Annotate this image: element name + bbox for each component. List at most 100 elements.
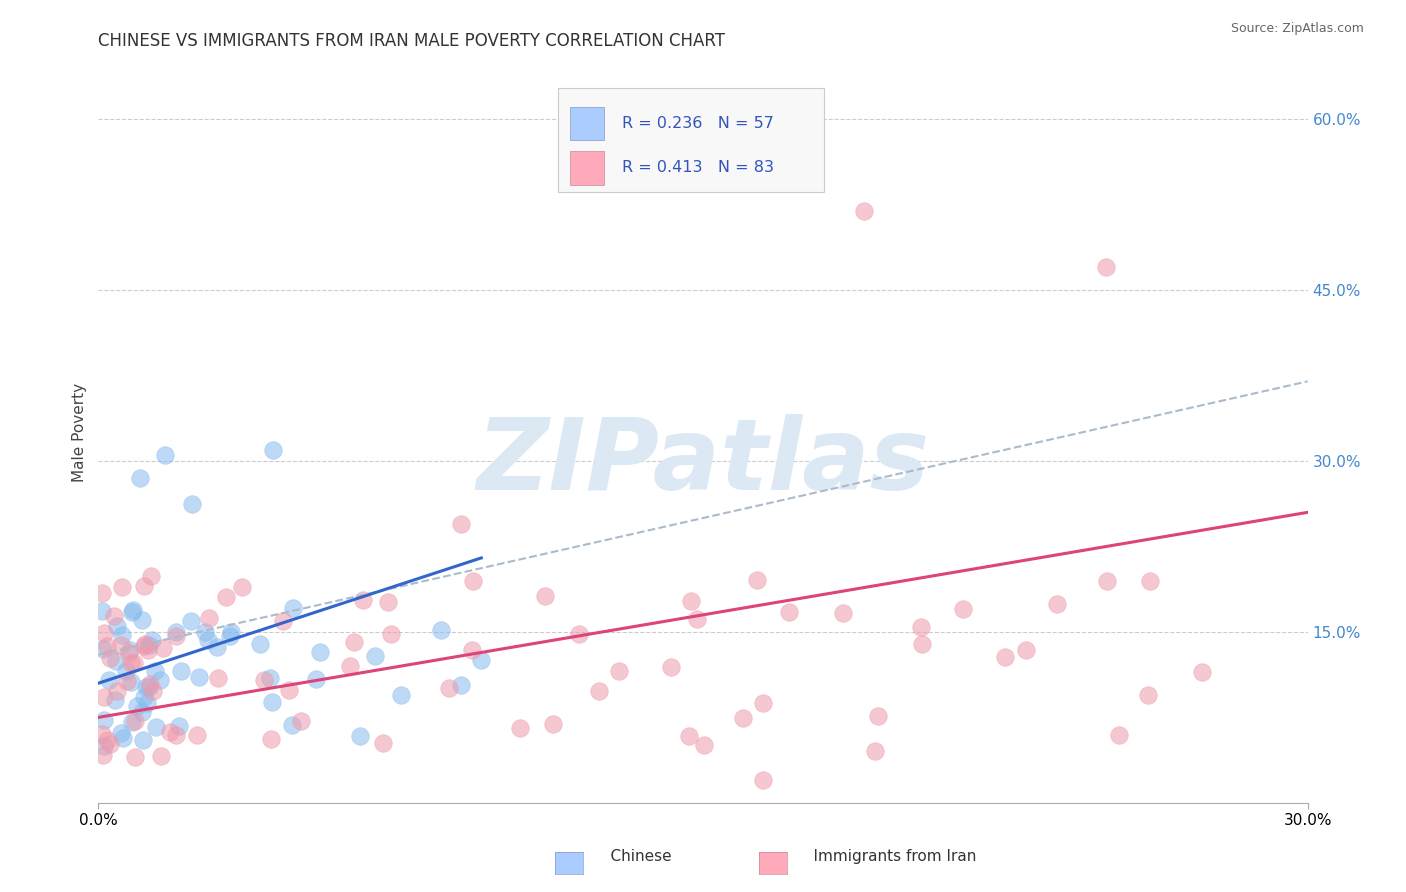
Point [91,747,114,762]
Point [96,639,118,653]
Point [731,711,754,725]
Point [659,660,682,674]
Point [290,714,312,728]
Point [543,716,565,731]
Point [93,690,115,704]
Point [93,625,115,640]
Point [215,590,238,604]
Point [461,643,484,657]
Point [868,708,890,723]
Point [120,657,142,671]
Point [139,569,162,583]
Point [97,673,120,687]
Point [103,609,125,624]
Point [136,696,159,710]
Point [534,589,557,603]
Point [437,681,460,696]
Point [105,684,128,698]
Point [111,628,134,642]
Point [686,611,709,625]
Point [104,692,127,706]
Point [141,633,163,648]
Point [607,664,630,678]
Point [98,650,121,665]
Point [745,574,768,588]
Point [132,640,155,654]
Point [305,672,328,686]
Point [249,637,271,651]
Text: R = 0.236   N = 57: R = 0.236 N = 57 [621,116,773,131]
Point [132,579,155,593]
Point [167,719,190,733]
Point [165,624,187,639]
Point [509,721,531,735]
Point [450,516,472,531]
Point [309,645,332,659]
Text: Chinese: Chinese [591,849,671,863]
Point [93,641,115,656]
Point [259,671,281,685]
Point [153,449,176,463]
Point [91,586,114,600]
Point [681,593,703,607]
Point [197,633,219,648]
Point [122,656,145,670]
Point [125,699,148,714]
Point [450,678,472,692]
Point [349,729,371,743]
Point [110,638,132,652]
Point [121,605,143,619]
Point [1095,260,1118,275]
Point [139,677,162,691]
Point [159,724,181,739]
Point [118,642,141,657]
Point [180,497,202,511]
Point [1014,643,1036,657]
Point [1191,665,1213,680]
Point [865,744,887,758]
Point [339,659,361,673]
Point [1139,574,1161,588]
Point [91,604,114,618]
Point [281,718,304,732]
Point [194,625,217,640]
Point [678,729,700,743]
Point [118,646,141,660]
Point [107,619,129,633]
Point [260,732,283,747]
Point [262,442,284,457]
Point [1136,688,1159,702]
Point [143,665,166,679]
Point [853,203,876,218]
Point [207,671,229,685]
Point [380,626,402,640]
Point [430,623,453,637]
Point [134,680,156,694]
Point [91,727,114,741]
Point [170,664,193,678]
Point [124,714,146,728]
Point [121,675,143,690]
Point [188,670,211,684]
Text: Immigrants from Iran: Immigrants from Iran [794,849,977,863]
FancyBboxPatch shape [569,107,603,140]
Point [231,580,253,594]
Text: CHINESE VS IMMIGRANTS FROM IRAN MALE POVERTY CORRELATION CHART: CHINESE VS IMMIGRANTS FROM IRAN MALE POV… [98,32,725,50]
Point [165,728,187,742]
Point [389,688,412,702]
Point [180,614,202,628]
Point [352,592,374,607]
Text: R = 0.413   N = 83: R = 0.413 N = 83 [621,161,773,176]
Point [1108,728,1130,742]
Point [132,733,155,747]
Point [377,595,399,609]
Point [111,580,134,594]
FancyBboxPatch shape [569,152,603,185]
Point [121,715,143,730]
Point [112,731,135,746]
Point [150,748,173,763]
Point [124,750,146,764]
Point [205,640,228,654]
Point [134,637,156,651]
Point [93,739,115,753]
